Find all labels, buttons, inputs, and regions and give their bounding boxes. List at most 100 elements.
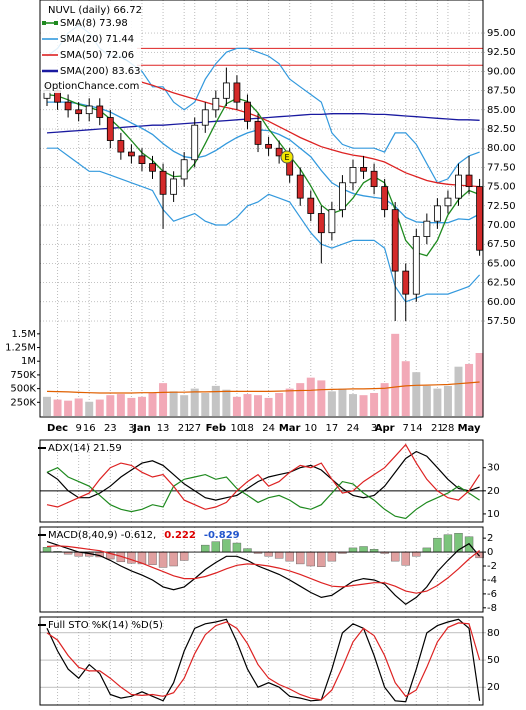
candle-body xyxy=(85,105,93,115)
x-tick-label: 9 xyxy=(75,423,81,434)
volume-bar xyxy=(422,385,431,416)
volume-bar xyxy=(348,394,357,416)
x-tick-label: 7 xyxy=(403,423,409,434)
candle-body xyxy=(360,167,367,172)
y-tick-label: 2 xyxy=(487,533,493,544)
legend-label: SMA(8) 73.98 xyxy=(60,18,128,29)
x-tick-label: Dec xyxy=(47,423,68,434)
volume-bar xyxy=(454,366,463,416)
histogram-bar xyxy=(42,547,52,553)
x-tick-label: 10 xyxy=(304,423,317,434)
volume-bar xyxy=(43,396,51,416)
y-tick-label: 87.50 xyxy=(487,86,516,97)
legend-label: SMA(200) 83.63 xyxy=(60,66,141,77)
volume-bar xyxy=(64,400,73,416)
sma-line xyxy=(46,93,480,257)
candle-body xyxy=(117,140,125,153)
candle-body xyxy=(339,182,346,211)
y-tick-label: 92.50 xyxy=(487,47,516,58)
volume-bar xyxy=(180,395,189,416)
candle-body xyxy=(75,109,83,115)
legend-bg xyxy=(41,1,141,93)
histogram-bar xyxy=(148,551,157,565)
volume-bar xyxy=(465,363,474,416)
volume-bar xyxy=(169,391,178,416)
volume-bar xyxy=(201,392,210,416)
candle-body xyxy=(222,82,230,99)
y-tick-label: 75.00 xyxy=(487,182,516,193)
volume-bar xyxy=(74,398,83,416)
volume-tick-label: 500K xyxy=(10,384,36,395)
y-tick-label: 77.50 xyxy=(487,162,516,173)
y-tick-label: 95.00 xyxy=(487,28,516,39)
candle-body xyxy=(170,178,178,195)
legend-marker xyxy=(54,21,58,25)
y-tick-label: 20 xyxy=(487,486,500,497)
volume-bar xyxy=(370,392,379,416)
x-tick-label: 21 xyxy=(431,423,444,434)
volume-bar xyxy=(285,388,294,416)
candle-body xyxy=(138,155,146,164)
histogram-bar xyxy=(359,546,368,553)
volume-bar xyxy=(254,395,263,416)
candle-body xyxy=(64,101,72,111)
earnings-marker: E xyxy=(280,150,294,164)
indicator-line xyxy=(46,443,481,510)
volume-tick-label: 750K xyxy=(10,370,36,381)
volume-bar xyxy=(148,392,157,416)
histogram-bar xyxy=(327,551,337,562)
histogram-bar xyxy=(158,551,168,568)
panel-bg xyxy=(40,440,483,522)
panel-title: ADX(14) 21.59 xyxy=(48,443,122,454)
panel-bg xyxy=(40,527,483,612)
x-tick-label: 21 xyxy=(178,423,191,434)
legend-label: SMA(20) 71.44 xyxy=(60,34,134,45)
volume-bar xyxy=(106,395,115,416)
volume-bar xyxy=(159,383,168,416)
candle-body xyxy=(423,220,431,237)
y-tick-label: 80 xyxy=(487,628,500,639)
candle-body xyxy=(381,186,389,211)
volume-bar xyxy=(475,353,484,416)
indicator-line xyxy=(46,466,480,520)
x-tick-label: Mar xyxy=(279,423,301,434)
y-tick-label: 60.00 xyxy=(487,297,516,308)
volume-bar xyxy=(211,385,220,416)
histogram-bar xyxy=(285,551,294,562)
indicator-line xyxy=(46,618,481,703)
histogram-bar xyxy=(454,533,463,553)
volume-bar xyxy=(137,396,146,416)
panel-frame xyxy=(39,0,484,418)
earnings-circle xyxy=(280,150,294,164)
volume-bar xyxy=(264,397,273,416)
y-tick-label: 65.00 xyxy=(487,258,516,269)
indicator-line xyxy=(46,541,481,606)
histogram-bar xyxy=(211,541,221,553)
volume-bar xyxy=(317,380,326,416)
histogram-bar xyxy=(179,551,189,561)
volume-tick-label: 1M xyxy=(21,356,36,367)
watermark: OptionChance.com xyxy=(44,81,139,92)
legend-marker xyxy=(42,21,46,25)
candle-body xyxy=(128,151,135,157)
candle-body xyxy=(149,163,156,172)
volume-bar xyxy=(401,361,410,416)
candle-body xyxy=(370,170,378,188)
y-tick-label: 80.00 xyxy=(487,143,516,154)
histogram-bar xyxy=(222,539,231,553)
volume-bar xyxy=(243,394,252,416)
indicator-line xyxy=(46,450,480,501)
volume-bar xyxy=(116,394,125,416)
chart-title: NUVL (daily) 66.72 xyxy=(48,5,142,16)
volume-bar xyxy=(412,372,421,416)
volume-bar xyxy=(443,385,452,416)
x-tick-label: Feb xyxy=(206,423,226,434)
candle-body xyxy=(265,143,272,149)
volume-tick-label: 250K xyxy=(10,397,36,408)
volume-bar xyxy=(306,377,315,416)
indicator-line xyxy=(46,621,481,701)
candle-body xyxy=(201,109,209,126)
candle-body xyxy=(106,117,114,141)
indicator-line xyxy=(46,545,480,594)
candle-body xyxy=(444,197,452,207)
